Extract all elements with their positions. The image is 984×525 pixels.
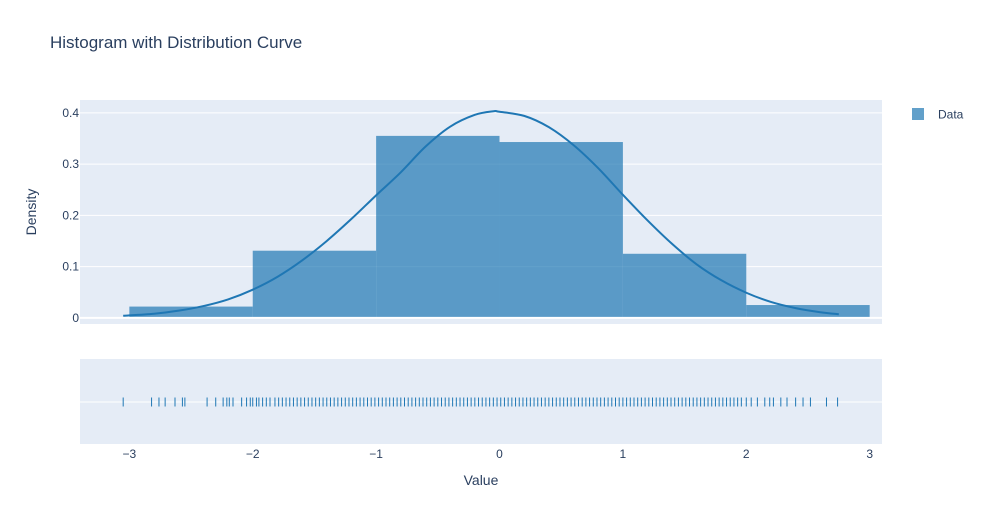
- legend-label-data[interactable]: Data: [938, 108, 964, 122]
- x-tick-labels: −3 −2 −1 0 1 2 3: [123, 447, 874, 461]
- x-tick-label: −2: [246, 447, 260, 461]
- x-tick-label: −3: [123, 447, 137, 461]
- y-tick-label: 0: [72, 311, 79, 325]
- histogram-bar[interactable]: [376, 135, 500, 318]
- x-tick-label: 0: [496, 447, 503, 461]
- x-axis-title: Value: [464, 472, 499, 488]
- legend[interactable]: Data: [912, 108, 964, 122]
- chart-title: Histogram with Distribution Curve: [50, 33, 303, 52]
- histogram-bar[interactable]: [499, 142, 623, 318]
- x-tick-label: 2: [743, 447, 750, 461]
- x-tick-label: 3: [866, 447, 873, 461]
- histogram-bars: [129, 135, 870, 318]
- x-tick-label: 1: [620, 447, 627, 461]
- distribution-curve: [123, 110, 839, 317]
- rug-marks: [122, 397, 839, 407]
- y-tick-label: 0.4: [62, 106, 79, 120]
- histogram-bar[interactable]: [622, 253, 747, 318]
- y-tick-label: 0.2: [62, 208, 79, 222]
- y-tick-label: 0.3: [62, 157, 79, 171]
- legend-swatch-data[interactable]: [912, 108, 924, 120]
- x-tick-label: −1: [369, 447, 383, 461]
- histogram-bar[interactable]: [129, 306, 253, 318]
- histogram-bar[interactable]: [746, 305, 870, 318]
- y-tick-label: 0.1: [62, 260, 79, 274]
- y-axis-title: Density: [23, 189, 39, 236]
- histogram-bar[interactable]: [252, 250, 377, 318]
- y-tick-labels: 0 0.1 0.2 0.3 0.4: [62, 106, 79, 325]
